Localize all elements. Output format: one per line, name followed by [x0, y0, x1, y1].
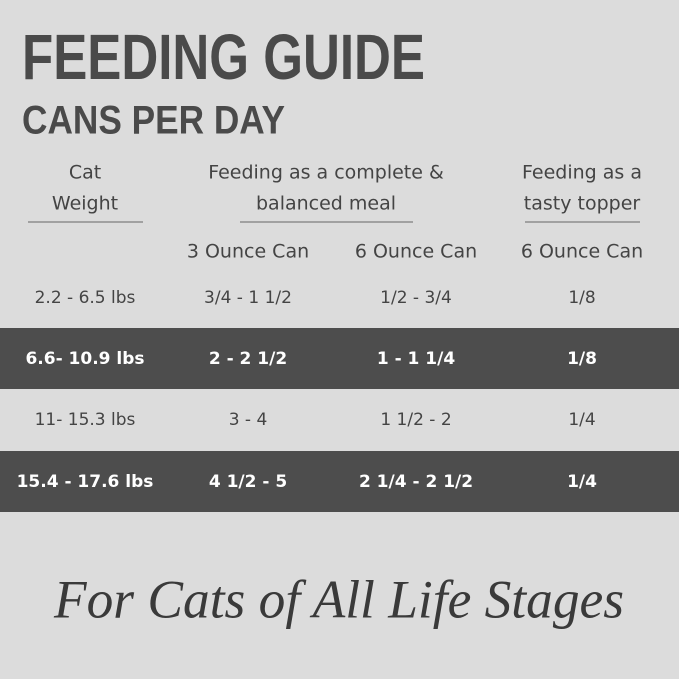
tagline: For Cats of All Life Stages: [53, 569, 624, 629]
cell-text: 1 - 1 1/4: [377, 349, 456, 369]
cell-text: 1/2 - 3/4: [380, 288, 452, 308]
cell-text: 6.6- 10.9 lbs: [25, 349, 144, 369]
header-text: Weight: [52, 193, 118, 215]
row-band: [0, 328, 679, 389]
cell-text: 1 1/2 - 2: [380, 410, 451, 430]
cell-text: 3 - 4: [229, 410, 268, 430]
cell-text: 15.4 - 17.6 lbs: [17, 472, 154, 492]
header-text: balanced meal: [256, 193, 396, 215]
cell-text: 1/4: [568, 410, 595, 430]
cell-text: 3/4 - 1 1/2: [204, 288, 292, 308]
cell-text: 11- 15.3 lbs: [35, 410, 136, 430]
header-text: Feeding as a complete &: [208, 162, 444, 184]
row-band: [0, 451, 679, 512]
subheader-text: 6 Ounce Can: [355, 241, 477, 263]
header-text: tasty topper: [524, 193, 641, 215]
cell-text: 2.2 - 6.5 lbs: [35, 288, 136, 308]
cell-text: 4 1/2 - 5: [209, 472, 287, 492]
cell-text: 1/8: [567, 349, 597, 369]
title: FEEDING GUIDE: [22, 21, 425, 93]
cell-text: 2 1/4 - 2 1/2: [359, 472, 473, 492]
subtitle: CANS PER DAY: [22, 99, 285, 143]
cell-text: 1/8: [568, 288, 595, 308]
subheader-text: 3 Ounce Can: [187, 241, 309, 263]
cell-text: 2 - 2 1/2: [209, 349, 287, 369]
cell-text: 1/4: [567, 472, 597, 492]
header-text: Feeding as a: [522, 162, 642, 184]
subheader-text: 6 Ounce Can: [521, 241, 643, 263]
header-text: Cat: [69, 162, 101, 184]
